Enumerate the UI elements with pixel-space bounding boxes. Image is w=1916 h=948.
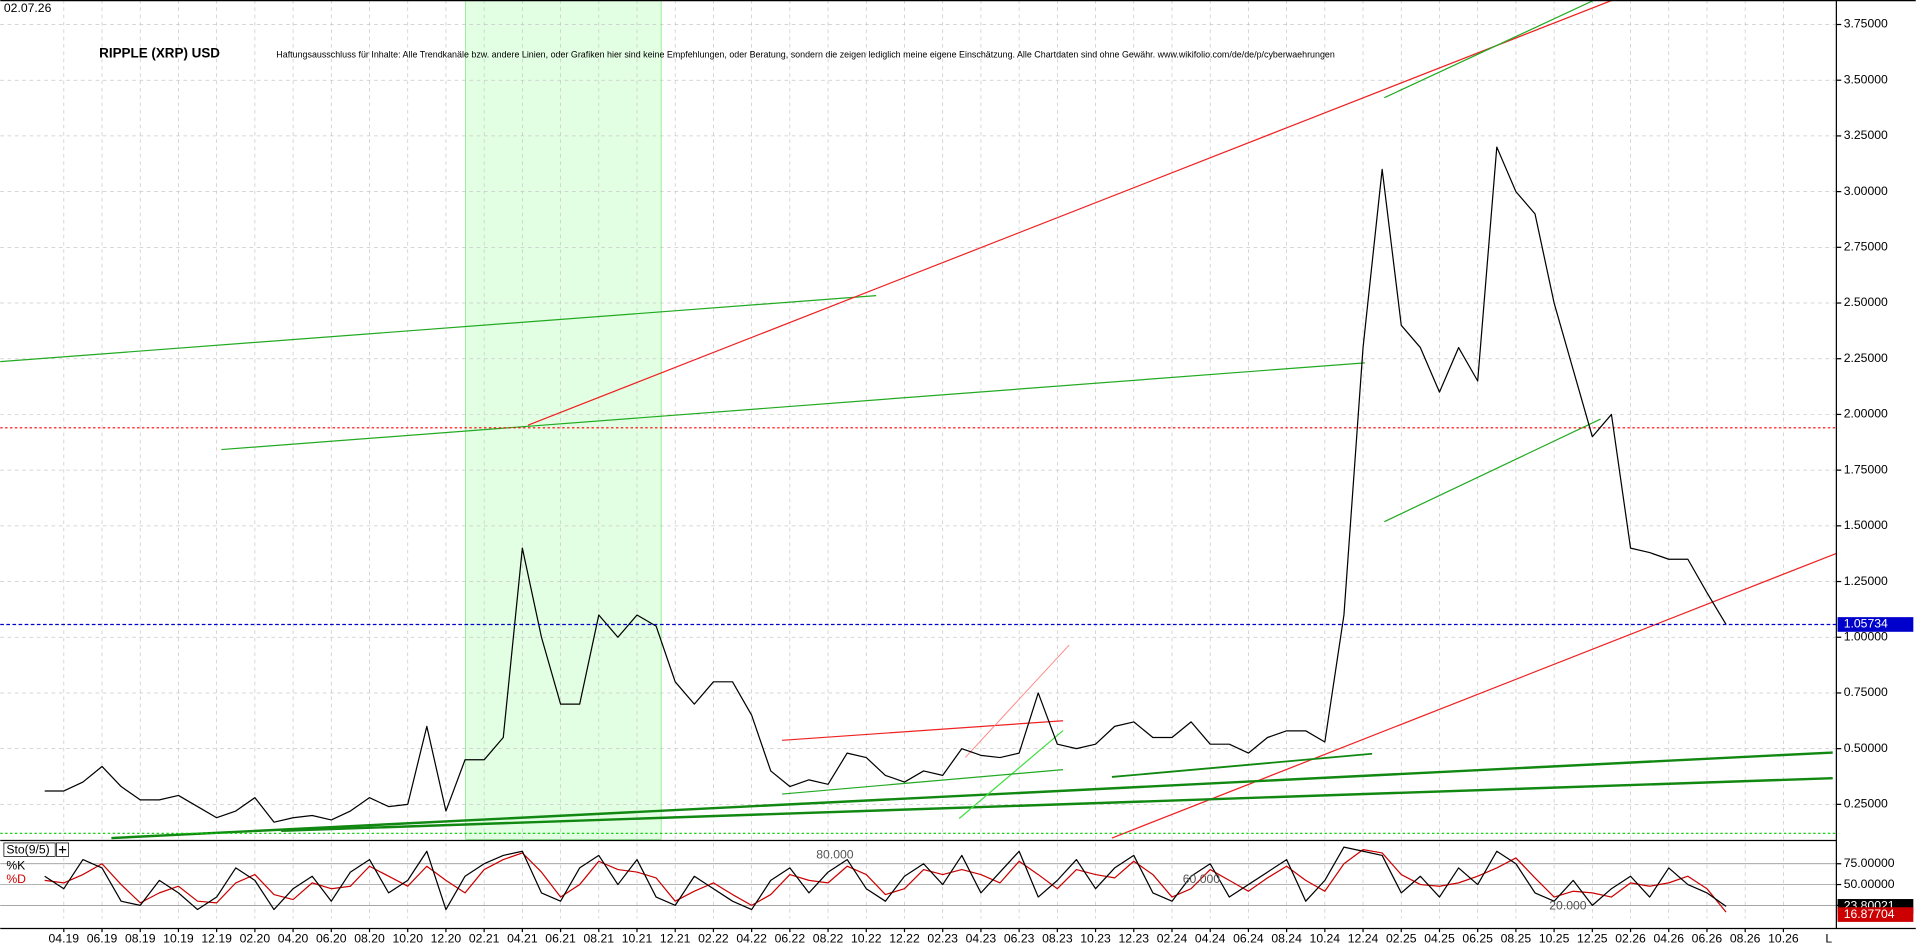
x-tick-label: 12.22	[889, 932, 920, 946]
annotation: 80.000	[816, 847, 854, 861]
x-tick-label: 10.25	[1539, 932, 1570, 946]
y-tick-label: 0.75000	[1844, 685, 1888, 699]
x-tick-label: 04.25	[1424, 932, 1455, 946]
trend-line	[281, 776, 1833, 832]
x-tick-label: 12.23	[1118, 932, 1149, 946]
x-tick-label: 10.21	[622, 932, 653, 946]
legend-label: %D	[6, 872, 26, 886]
y-tick-label: 1.00000	[1844, 629, 1888, 643]
legend-label: %K	[6, 858, 25, 872]
trend-line	[1384, 0, 1595, 99]
x-tick-label: 10.19	[163, 932, 194, 946]
x-tick-label: 02.20	[240, 932, 271, 946]
y-tick-label: 75.00000	[1844, 856, 1895, 870]
y-tick-label: 2.50000	[1844, 295, 1888, 309]
y-tick-label: 1.75000	[1844, 462, 1888, 476]
x-tick-label: 06.26	[1692, 932, 1723, 946]
date: 02.07.26	[4, 1, 52, 15]
x-tick-label: 04.26	[1653, 932, 1684, 946]
trend-line	[1111, 752, 1373, 778]
disclaimer: Haftungsausschluss für Inhalte: Alle Tre…	[276, 49, 1335, 59]
trend-line	[964, 644, 1070, 758]
x-tick-label: 06.20	[316, 932, 347, 946]
y-tick-label: 0.25000	[1844, 797, 1888, 811]
x-tick-label: 12.19	[201, 932, 232, 946]
annotation: 60.000	[1183, 872, 1221, 886]
chart-title: RIPPLE (XRP) USD	[99, 45, 220, 60]
x-tick-label: 02.26	[1615, 932, 1646, 946]
last-value-label: 16.87704	[1844, 907, 1895, 921]
x-tick-label: 02.25	[1386, 932, 1417, 946]
x-tick-label: 06.23	[1004, 932, 1035, 946]
x-tick-label: 08.23	[1042, 932, 1073, 946]
trend-line	[1384, 418, 1601, 523]
y-tick-label: 1.25000	[1844, 574, 1888, 588]
x-tick-label: 04.21	[507, 932, 538, 946]
x-tick-label: 08.26	[1730, 932, 1761, 946]
x-tick-label: 04.22	[736, 932, 767, 946]
x-tick-label: 10.26	[1768, 932, 1799, 946]
x-tick-label: 12.24	[1348, 932, 1379, 946]
x-tick-label: 02.21	[469, 932, 500, 946]
y-tick-label: 50.00000	[1844, 877, 1895, 891]
x-tick-label: 04.20	[278, 932, 309, 946]
y-tick-label: 2.25000	[1844, 351, 1888, 365]
x-tick-label: 08.21	[584, 932, 615, 946]
x-tick-label: 04.24	[1195, 932, 1226, 946]
x-tick-label: 12.20	[431, 932, 462, 946]
trend-lines	[0, 0, 1837, 840]
x-tick-label: 02.22	[698, 932, 729, 946]
x-tick-label: 04.19	[49, 932, 80, 946]
x-tick-label: 08.22	[813, 932, 844, 946]
series-line	[44, 846, 1727, 911]
x-tick-label: 08.24	[1271, 932, 1302, 946]
grid-layer	[0, 0, 1837, 919]
x-tick-label: 06.22	[775, 932, 806, 946]
plus-icon	[58, 845, 67, 854]
trend-line	[1111, 552, 1837, 839]
trend-line	[111, 751, 1833, 840]
trend-line	[0, 295, 877, 363]
x-tick-label: 06.25	[1462, 932, 1493, 946]
x-tick-label: 06.24	[1233, 932, 1264, 946]
y-tick-label: 3.75000	[1844, 17, 1888, 31]
x-tick-label: 06.21	[545, 932, 576, 946]
x-tick-label: 08.20	[354, 932, 385, 946]
highlight-zone	[465, 0, 662, 840]
price-box	[1837, 617, 1914, 632]
current-price-label: 1.05734	[1844, 617, 1888, 631]
y-tick-label: 2.75000	[1844, 240, 1888, 254]
x-tick-label: 08.25	[1501, 932, 1532, 946]
x-tick-label: 12.21	[660, 932, 691, 946]
y-tick-label: 3.50000	[1844, 72, 1888, 86]
x-tick-label: 02.23	[927, 932, 958, 946]
x-tick-label: 06.19	[87, 932, 118, 946]
y-tick-label: 0.50000	[1844, 741, 1888, 755]
y-tick-label: 3.25000	[1844, 128, 1888, 142]
value-box	[1837, 907, 1914, 922]
x-tick-label: 02.24	[1157, 932, 1188, 946]
annotation: 20.000	[1549, 899, 1587, 913]
x-tick-label: 08.19	[125, 932, 156, 946]
y-tick-label: 3.00000	[1844, 184, 1888, 198]
y-tick-label: 2.00000	[1844, 407, 1888, 421]
series-line	[44, 848, 1727, 913]
y-tick-label: 1.50000	[1844, 518, 1888, 532]
indicator-box	[3, 842, 56, 857]
x-tick-label: 10.24	[1310, 932, 1341, 946]
indicator-title: Sto(9/5)	[6, 842, 49, 856]
trend-line	[221, 362, 1365, 451]
x-tick-label: 10.20	[392, 932, 423, 946]
x-tick-label: 04.23	[966, 932, 997, 946]
trend-line	[527, 0, 1614, 426]
x-tick-label: 10.22	[851, 932, 882, 946]
x-corner-label: L	[1825, 932, 1832, 946]
trend-line	[782, 769, 1064, 795]
trend-line	[782, 720, 1064, 741]
series-line	[44, 146, 1727, 823]
x-tick-label: 10.23	[1080, 932, 1111, 946]
x-tick-label: 12.25	[1577, 932, 1608, 946]
